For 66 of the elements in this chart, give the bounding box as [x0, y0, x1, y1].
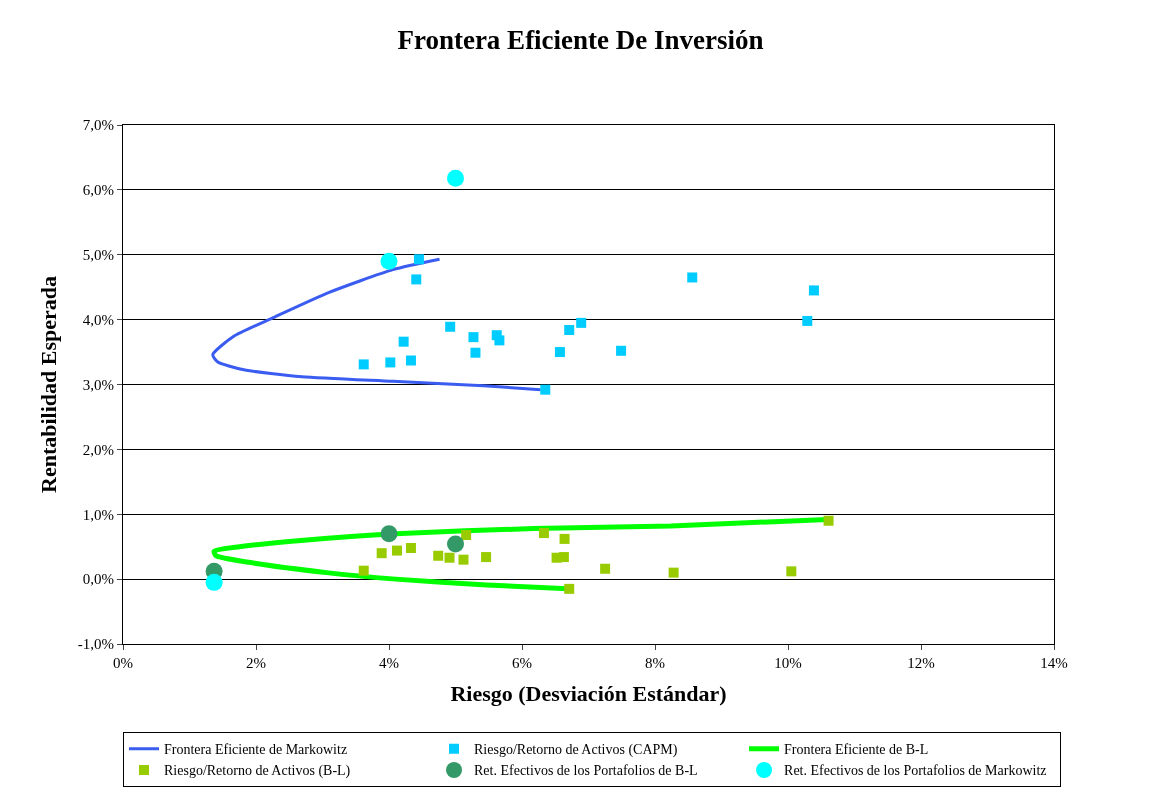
point	[461, 530, 472, 541]
point	[413, 254, 424, 265]
legend-label: Frontera Eficiente de Markowitz	[164, 742, 348, 758]
legend-label: Ret. Efectivos de los Portafolios de B-L	[474, 763, 698, 779]
point	[668, 567, 679, 578]
point	[447, 169, 464, 187]
point	[481, 552, 492, 563]
point	[494, 335, 505, 346]
point	[540, 384, 551, 395]
point	[576, 317, 587, 328]
point	[564, 583, 575, 594]
y-tick-label: 1,0%	[82, 506, 114, 523]
point	[616, 345, 627, 356]
point	[554, 347, 565, 358]
y-tick-label: 7,0%	[82, 117, 114, 134]
point	[380, 525, 398, 543]
point	[558, 552, 569, 563]
x-tick-label: 6%	[512, 655, 532, 671]
point	[391, 545, 402, 556]
chart-title: Frontera Eficiente De Inversión	[397, 25, 764, 56]
x-tick-label: 8%	[645, 655, 665, 671]
point	[205, 573, 223, 591]
point	[802, 315, 813, 326]
x-tick-label: 14%	[1040, 655, 1068, 671]
point	[405, 355, 416, 366]
point	[358, 359, 369, 370]
point	[358, 565, 369, 576]
point	[468, 332, 479, 343]
x-tick-label: 4%	[379, 655, 399, 671]
y-axis-title: Rentabilidad Esperada	[35, 276, 61, 493]
point	[538, 528, 549, 539]
point	[823, 515, 834, 526]
y-tick-label: 0,0%	[82, 571, 114, 588]
point	[559, 533, 570, 544]
y-tick-label: 2,0%	[82, 441, 114, 458]
point	[380, 252, 398, 270]
point	[445, 321, 456, 332]
y-tick-label: 4,0%	[82, 311, 114, 328]
point	[687, 272, 698, 283]
point	[398, 336, 409, 347]
legend-label: Riesgo/Retorno de Activos (CAPM)	[474, 742, 678, 759]
point	[376, 548, 387, 559]
point	[458, 554, 469, 565]
y-tick-label: -1,0%	[77, 636, 114, 653]
legend-label: Frontera Eficiente de B-L	[784, 742, 929, 758]
point	[470, 347, 481, 358]
point	[405, 542, 416, 553]
point	[433, 550, 444, 561]
point	[564, 325, 575, 336]
point	[808, 285, 819, 296]
point	[411, 274, 422, 285]
point	[447, 535, 464, 553]
legend-label: Riesgo/Retorno de Activos (B-L)	[164, 763, 351, 780]
x-tick-label: 0%	[113, 655, 133, 671]
x-tick-label: 12%	[907, 655, 935, 671]
y-tick-label: 5,0%	[82, 247, 114, 263]
point	[600, 563, 611, 574]
point	[385, 357, 396, 368]
point	[444, 552, 455, 563]
point	[786, 566, 797, 577]
x-axis-title: Riesgo (Desviación Estándar)	[450, 680, 727, 706]
y-tick-label: 3,0%	[82, 376, 114, 393]
y-tick-label: 6,0%	[82, 182, 114, 199]
x-tick-label: 2%	[246, 655, 266, 671]
x-tick-label: 10%	[774, 655, 802, 671]
legend-label: Ret. Efectivos de los Portafolios de Markowitz	[784, 763, 1047, 779]
